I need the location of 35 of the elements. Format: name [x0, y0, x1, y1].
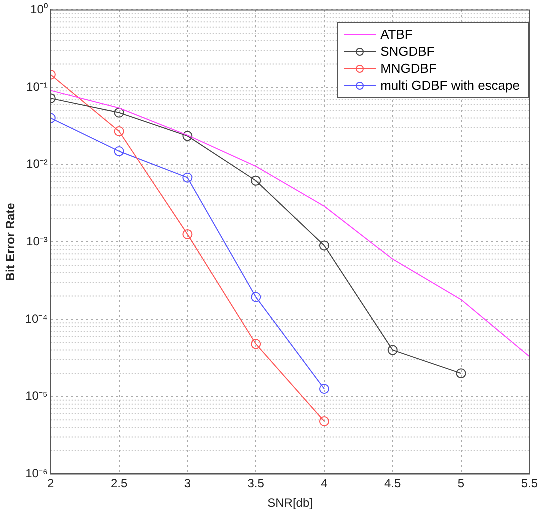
point — [319, 416, 330, 427]
point — [114, 108, 124, 118]
point — [456, 368, 466, 379]
point — [388, 345, 398, 356]
point — [182, 229, 193, 240]
point — [114, 126, 124, 137]
y-tick-label: 10⁻⁵ — [26, 389, 48, 404]
y-tick-label: 10⁻¹ — [26, 80, 48, 94]
legend-label: MNGDBF — [380, 61, 437, 76]
x-tick-label: 5 — [458, 476, 465, 491]
point — [251, 339, 262, 350]
x-tick-label: 4 — [321, 476, 328, 491]
x-tick-label: 3 — [184, 476, 192, 491]
legend-label: ATBF — [380, 27, 413, 42]
y-tick-label: 10⁻² — [26, 157, 48, 172]
y-tick-label: 10⁻⁶ — [26, 466, 48, 481]
legend-label: SNGDBF — [380, 44, 435, 59]
point — [114, 146, 124, 156]
point — [182, 172, 193, 183]
x-tick-label: 4.5 — [384, 476, 402, 491]
point — [319, 384, 330, 394]
point — [251, 292, 262, 302]
x-tick-label: 2.5 — [110, 476, 128, 491]
point — [182, 131, 193, 142]
x-axis-title: SNR[db] — [268, 496, 313, 510]
point — [251, 176, 262, 186]
point — [319, 240, 330, 251]
y-tick-label: 10⁰ — [30, 2, 48, 17]
y-tick-label: 10⁻³ — [26, 234, 48, 249]
x-tick-label: 2 — [48, 476, 55, 491]
y-tick-label: 10⁻⁴ — [25, 312, 48, 326]
legend-label: multi GDBF with escape — [380, 78, 520, 93]
y-axis-title: Bit Error Rate — [4, 202, 18, 282]
x-tick-label: 5.5 — [521, 476, 538, 491]
x-tick-label: 3.5 — [248, 476, 265, 491]
